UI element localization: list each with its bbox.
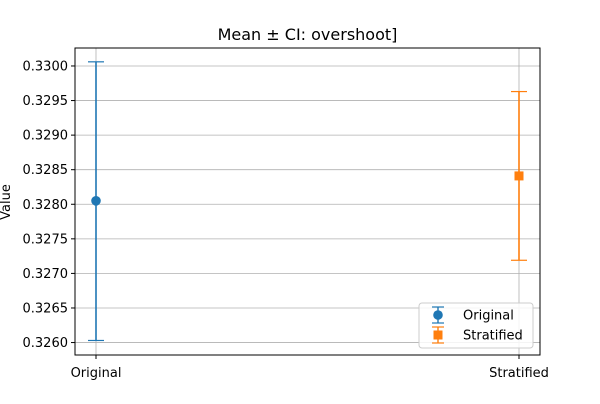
mean-marker-square — [514, 171, 524, 181]
y-tick-label: 0.3270 — [23, 267, 69, 282]
x-tick-label: Original — [71, 366, 122, 381]
y-tick-label: 0.3300 — [23, 59, 69, 74]
legend-label: Original — [463, 309, 514, 324]
mean-marker-circle — [91, 196, 101, 206]
y-tick-label: 0.3285 — [23, 163, 69, 178]
y-tick-label: 0.3260 — [23, 336, 69, 351]
y-tick-label: 0.3275 — [23, 232, 69, 247]
y-axis-label: Value — [0, 184, 14, 220]
y-tick-label: 0.3295 — [23, 94, 69, 109]
legend: Original Stratified — [418, 302, 534, 349]
legend-label: Stratified — [463, 329, 523, 344]
y-tick-label: 0.3280 — [23, 198, 69, 213]
legend-box — [418, 302, 534, 349]
chart-title: Mean ± CI: overshoot] — [218, 25, 398, 44]
y-tick-label: 0.3290 — [23, 129, 69, 144]
x-tick-label: Stratified — [489, 366, 549, 381]
series-group — [88, 61, 527, 342]
y-tick-label: 0.3265 — [23, 301, 69, 316]
plot-frame — [74, 47, 541, 356]
axis-ticks: 0.3260 0.3265 0.3270 0.3275 0.3280 0.3285 0.32… — [23, 59, 549, 381]
legend-marker-square — [433, 330, 443, 340]
legend-marker-circle — [433, 310, 443, 320]
